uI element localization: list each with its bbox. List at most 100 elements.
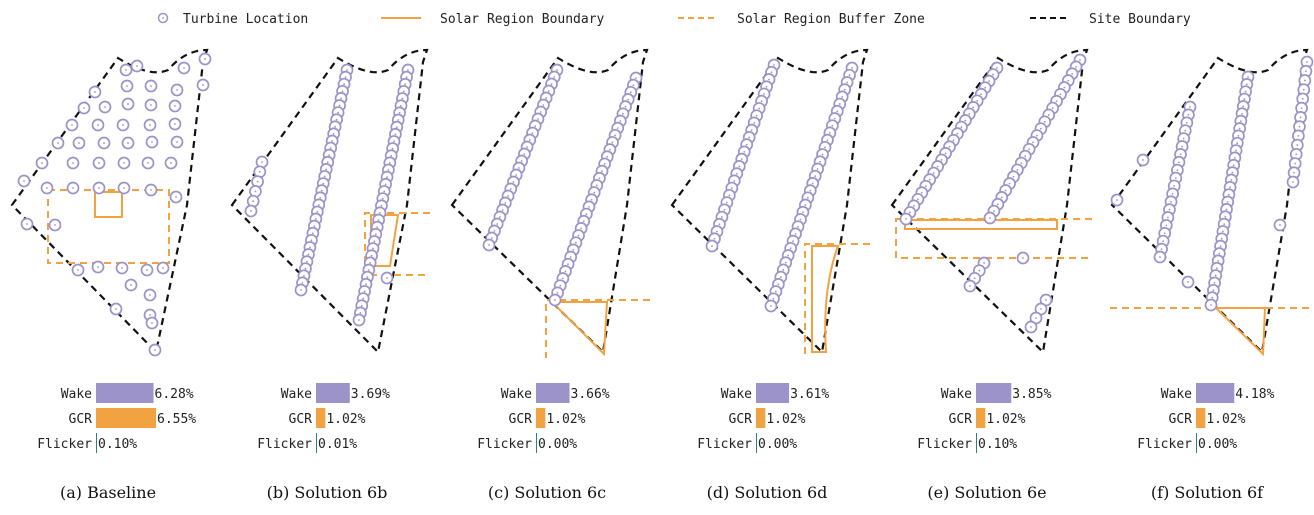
turbine-marker [109, 302, 123, 316]
metric-value-flicker: 0.01% [318, 437, 357, 452]
turbine-marker [91, 260, 105, 274]
turbine-marker [77, 101, 91, 115]
legend-turbine: Turbine Location [157, 12, 308, 27]
metric-bar-gcr [316, 408, 326, 428]
buffer-zone-b [364, 212, 430, 276]
turbine-marker [98, 100, 112, 114]
metric-value-flicker: 0.10% [98, 437, 137, 452]
turbine-marker [117, 181, 131, 195]
panel-a [10, 48, 212, 357]
turbine-marker [144, 79, 158, 93]
metric-bar-flicker [1196, 433, 1197, 453]
metric-value-gcr: 1.02% [326, 412, 365, 427]
turbine-marker [1273, 218, 1287, 232]
caption-b: (b) Solution 6b [267, 483, 388, 502]
turbine-marker [1297, 83, 1311, 97]
metric-bar-wake [96, 383, 154, 403]
metric-bar-wake [976, 383, 1012, 403]
site-boundary-c [450, 48, 649, 355]
metric-label-gcr: GCR [1169, 412, 1193, 427]
turbine-marker [244, 204, 258, 218]
turbine-marker [66, 156, 80, 170]
metric-bar-wake [1196, 383, 1235, 403]
turbine-marker [764, 299, 778, 313]
metric-bar-flicker [316, 433, 317, 453]
turbine-marker [17, 174, 31, 188]
legend-site-label: Site Boundary [1089, 12, 1191, 27]
legend-buffer-label: Solar Region Buffer Zone [737, 12, 925, 27]
turbine-marker [170, 135, 184, 149]
metric-value-gcr: 6.55% [157, 412, 196, 427]
metric-label-flicker: Flicker [477, 437, 532, 452]
turbine-marker [66, 181, 80, 195]
captions: (a) Baseline (b) Solution 6b (c) Solutio… [60, 483, 1264, 502]
turbine-marker [145, 135, 159, 149]
turbine-marker [294, 283, 308, 297]
metric-value-gcr: 1.02% [1206, 412, 1245, 427]
turbines-e [899, 53, 1087, 334]
panel-f [1110, 48, 1314, 357]
metric-value-flicker: 0.00% [1198, 437, 1237, 452]
legend-solar-boundary: Solar Region Boundary [381, 12, 605, 27]
site-boundary-d [670, 48, 869, 355]
solar-region-c [549, 301, 609, 357]
turbine-marker [140, 263, 154, 277]
legend-turbine-label: Turbine Location [183, 12, 308, 27]
metric-label-flicker: Flicker [917, 437, 972, 452]
turbine-marker [935, 153, 948, 167]
legend-turbine-marker [157, 12, 169, 24]
turbine-marker [1294, 111, 1307, 124]
turbine-marker [143, 118, 157, 132]
turbine-marker [169, 190, 183, 204]
turbine-marker [170, 83, 184, 97]
metric-label-wake: Wake [281, 387, 312, 402]
metric-value-wake: 6.28% [155, 387, 194, 402]
turbine-marker [983, 211, 997, 225]
turbines-a [17, 52, 212, 357]
turbine-marker [548, 293, 562, 307]
turbine-marker [1136, 153, 1150, 167]
turbine-marker [253, 165, 267, 179]
turbine-marker [198, 52, 212, 66]
turbine-marker [482, 238, 496, 252]
turbine-marker [246, 194, 260, 208]
metric-value-gcr: 1.02% [546, 412, 585, 427]
caption-d: (d) Solution 6d [707, 483, 828, 502]
turbine-marker [91, 118, 105, 132]
metric-label-gcr: GCR [729, 412, 753, 427]
legend-turbine-center [162, 17, 164, 19]
metric-value-gcr: 1.02% [986, 412, 1025, 427]
turbine-marker [963, 279, 977, 293]
turbine-marker [124, 278, 138, 292]
turbine-marker [144, 98, 158, 112]
metric-bar-gcr [756, 408, 766, 428]
turbine-marker [143, 288, 157, 302]
site-boundary-b [230, 48, 429, 355]
panel-e [890, 48, 1092, 355]
turbine-marker [352, 313, 366, 327]
legend-buffer: Solar Region Buffer Zone [678, 12, 925, 27]
turbine-marker [92, 181, 106, 195]
turbine-marker [168, 117, 182, 131]
panel-d [670, 48, 870, 358]
turbine-marker [196, 78, 210, 92]
metric-bar-gcr [1196, 408, 1206, 428]
metric-value-wake: 3.85% [1012, 387, 1051, 402]
turbine-marker [1181, 275, 1195, 289]
legend-solar-boundary-label: Solar Region Boundary [440, 12, 605, 27]
turbine-marker [119, 63, 133, 77]
turbine-marker [97, 136, 111, 150]
site-boundary-e [890, 48, 1089, 355]
turbine-marker [156, 261, 170, 275]
metric-label-gcr: GCR [949, 412, 973, 427]
turbine-marker [116, 118, 130, 132]
turbine-marker [72, 136, 86, 150]
metric-label-wake: Wake [941, 387, 972, 402]
turbine-marker [71, 263, 85, 277]
metric-label-wake: Wake [721, 387, 752, 402]
turbine-marker [141, 156, 155, 170]
metric-value-gcr: 1.02% [766, 412, 805, 427]
metric-bar-flicker [536, 433, 537, 453]
metric-value-flicker: 0.10% [978, 437, 1017, 452]
